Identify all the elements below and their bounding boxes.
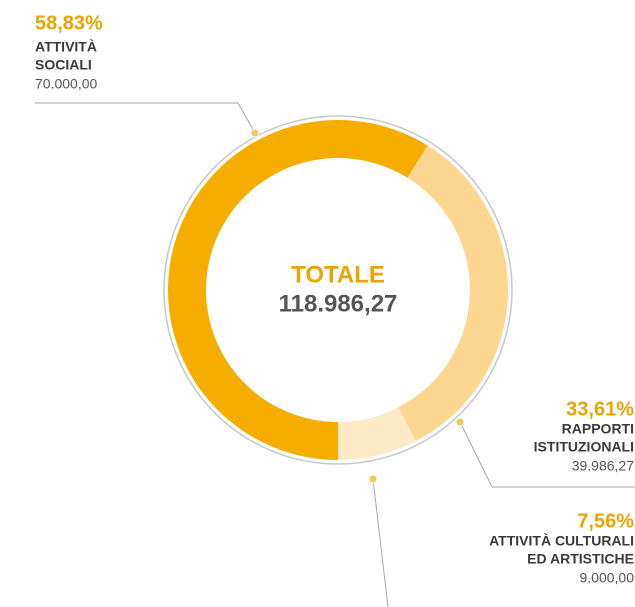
outer-ring xyxy=(163,115,513,465)
leader-line xyxy=(459,421,635,488)
leader-dot xyxy=(250,128,260,138)
donut-segment xyxy=(338,407,416,460)
category-label: RAPPORTI xyxy=(562,421,634,437)
center-title: TOTALE xyxy=(291,261,385,288)
percentage-label: 7,56% xyxy=(577,510,634,532)
value-label: 9.000,00 xyxy=(580,570,635,586)
category-label: SOCIALI xyxy=(35,57,92,73)
percentage-label: 33,61% xyxy=(566,398,634,420)
category-label: ISTITUZIONALI xyxy=(534,439,634,455)
leader-dot xyxy=(455,417,465,427)
leader-line xyxy=(372,478,389,607)
leader-line xyxy=(35,102,256,134)
leader-dot xyxy=(368,474,378,484)
percentage-label: 58,83% xyxy=(35,12,103,34)
category-label: ATTIVITÀ CULTURALI xyxy=(489,533,634,549)
center-total: 118.986,27 xyxy=(279,290,398,317)
value-label: 70.000,00 xyxy=(35,76,97,92)
value-label: 39.986,27 xyxy=(572,458,634,474)
donut xyxy=(168,119,509,460)
category-label: ATTIVITÀ xyxy=(35,39,97,55)
donut-segment xyxy=(168,119,428,460)
category-label: ED ARTISTICHE xyxy=(527,551,634,567)
donut-segment xyxy=(398,145,509,442)
